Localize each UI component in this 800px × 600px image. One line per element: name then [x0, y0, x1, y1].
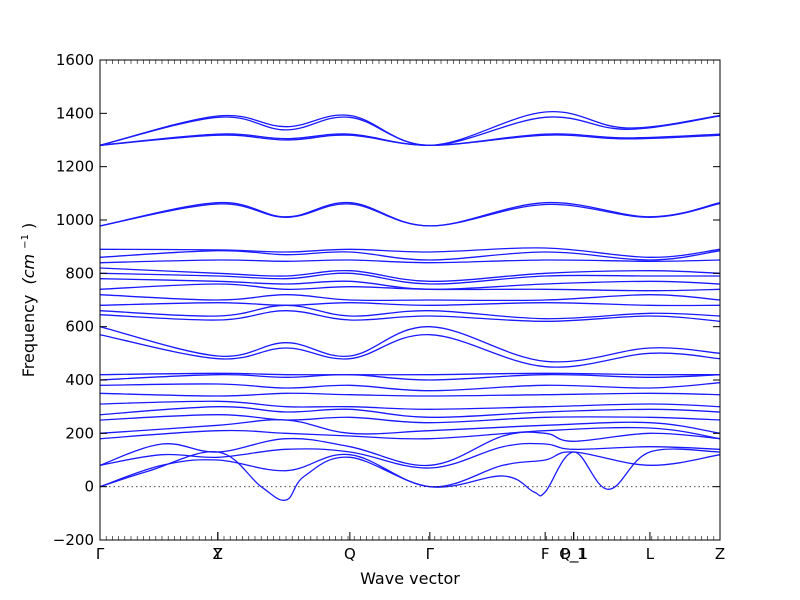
- kpoint-label: Z: [715, 545, 725, 563]
- y-axis-label-exponent: −1: [20, 234, 31, 249]
- band-line: [99, 382, 721, 392]
- band-line: [99, 414, 721, 424]
- y-tick-label: 1400: [56, 104, 94, 122]
- kpoint-label: Q_1: [559, 545, 588, 564]
- y-tick-label: 800: [65, 264, 94, 282]
- kpoint-label: Γ: [426, 545, 435, 563]
- y-tick-label: 1200: [56, 158, 94, 176]
- band-line: [99, 310, 721, 322]
- band-line: [99, 302, 721, 307]
- y-axis-label-unit: (cm: [19, 254, 38, 285]
- band-line: [99, 283, 721, 292]
- band-line: [99, 272, 720, 285]
- band-line: [99, 250, 721, 261]
- y-tick-label: 1000: [56, 211, 94, 229]
- y-tick-label: 600: [65, 318, 94, 336]
- band-line: [99, 304, 721, 320]
- y-tick-label: 0: [84, 478, 94, 496]
- band-line: [99, 202, 721, 227]
- y-axis-label: Frequency (cm −1 ): [13, 223, 38, 378]
- kpoint-label: Q: [344, 545, 356, 563]
- band-line: [99, 278, 721, 290]
- kpoint-label: Y: [212, 545, 223, 563]
- y-tick-label: 200: [65, 424, 94, 442]
- kpoint-label: P_1: [561, 545, 587, 564]
- band-line: [99, 406, 721, 418]
- y-tick-label: 1600: [56, 51, 94, 69]
- band-line: [99, 426, 721, 440]
- band-line: [99, 294, 721, 302]
- band-line: [99, 111, 721, 146]
- band-line: [99, 201, 721, 227]
- band-line: [99, 259, 721, 264]
- band-line: [99, 431, 721, 467]
- y-ticks: −200 0 200 400 600 800 1000 1200 1400 1600: [53, 51, 720, 549]
- band-line: [99, 392, 721, 397]
- band-line: [99, 373, 721, 381]
- x-axis-label: Wave vector: [360, 569, 460, 588]
- band-line: [99, 334, 721, 368]
- y-tick-label: 400: [65, 371, 94, 389]
- band-line: [99, 400, 721, 410]
- band-line: [99, 372, 721, 376]
- y-axis-label-close: ): [19, 223, 38, 229]
- band-line: [99, 419, 721, 435]
- kpoint-label: Γ: [96, 545, 105, 563]
- y-tick-label: −200: [53, 531, 94, 549]
- band-line: [99, 134, 721, 146]
- band-line: [99, 267, 721, 282]
- kpoint-label: F: [541, 545, 550, 563]
- kpoint-label: Z: [213, 545, 223, 563]
- y-axis-label-text: Frequency: [19, 295, 38, 378]
- band-line: [99, 326, 721, 363]
- band-line: [99, 247, 721, 258]
- kpoint-ticks: Γ YZ Q Γ F P_1Q_1 L Z: [96, 60, 725, 564]
- band-lines: [99, 111, 721, 501]
- band-line: [99, 115, 721, 146]
- band-line: [99, 442, 721, 469]
- kpoint-label: L: [646, 545, 655, 563]
- plot-frame: [99, 59, 721, 541]
